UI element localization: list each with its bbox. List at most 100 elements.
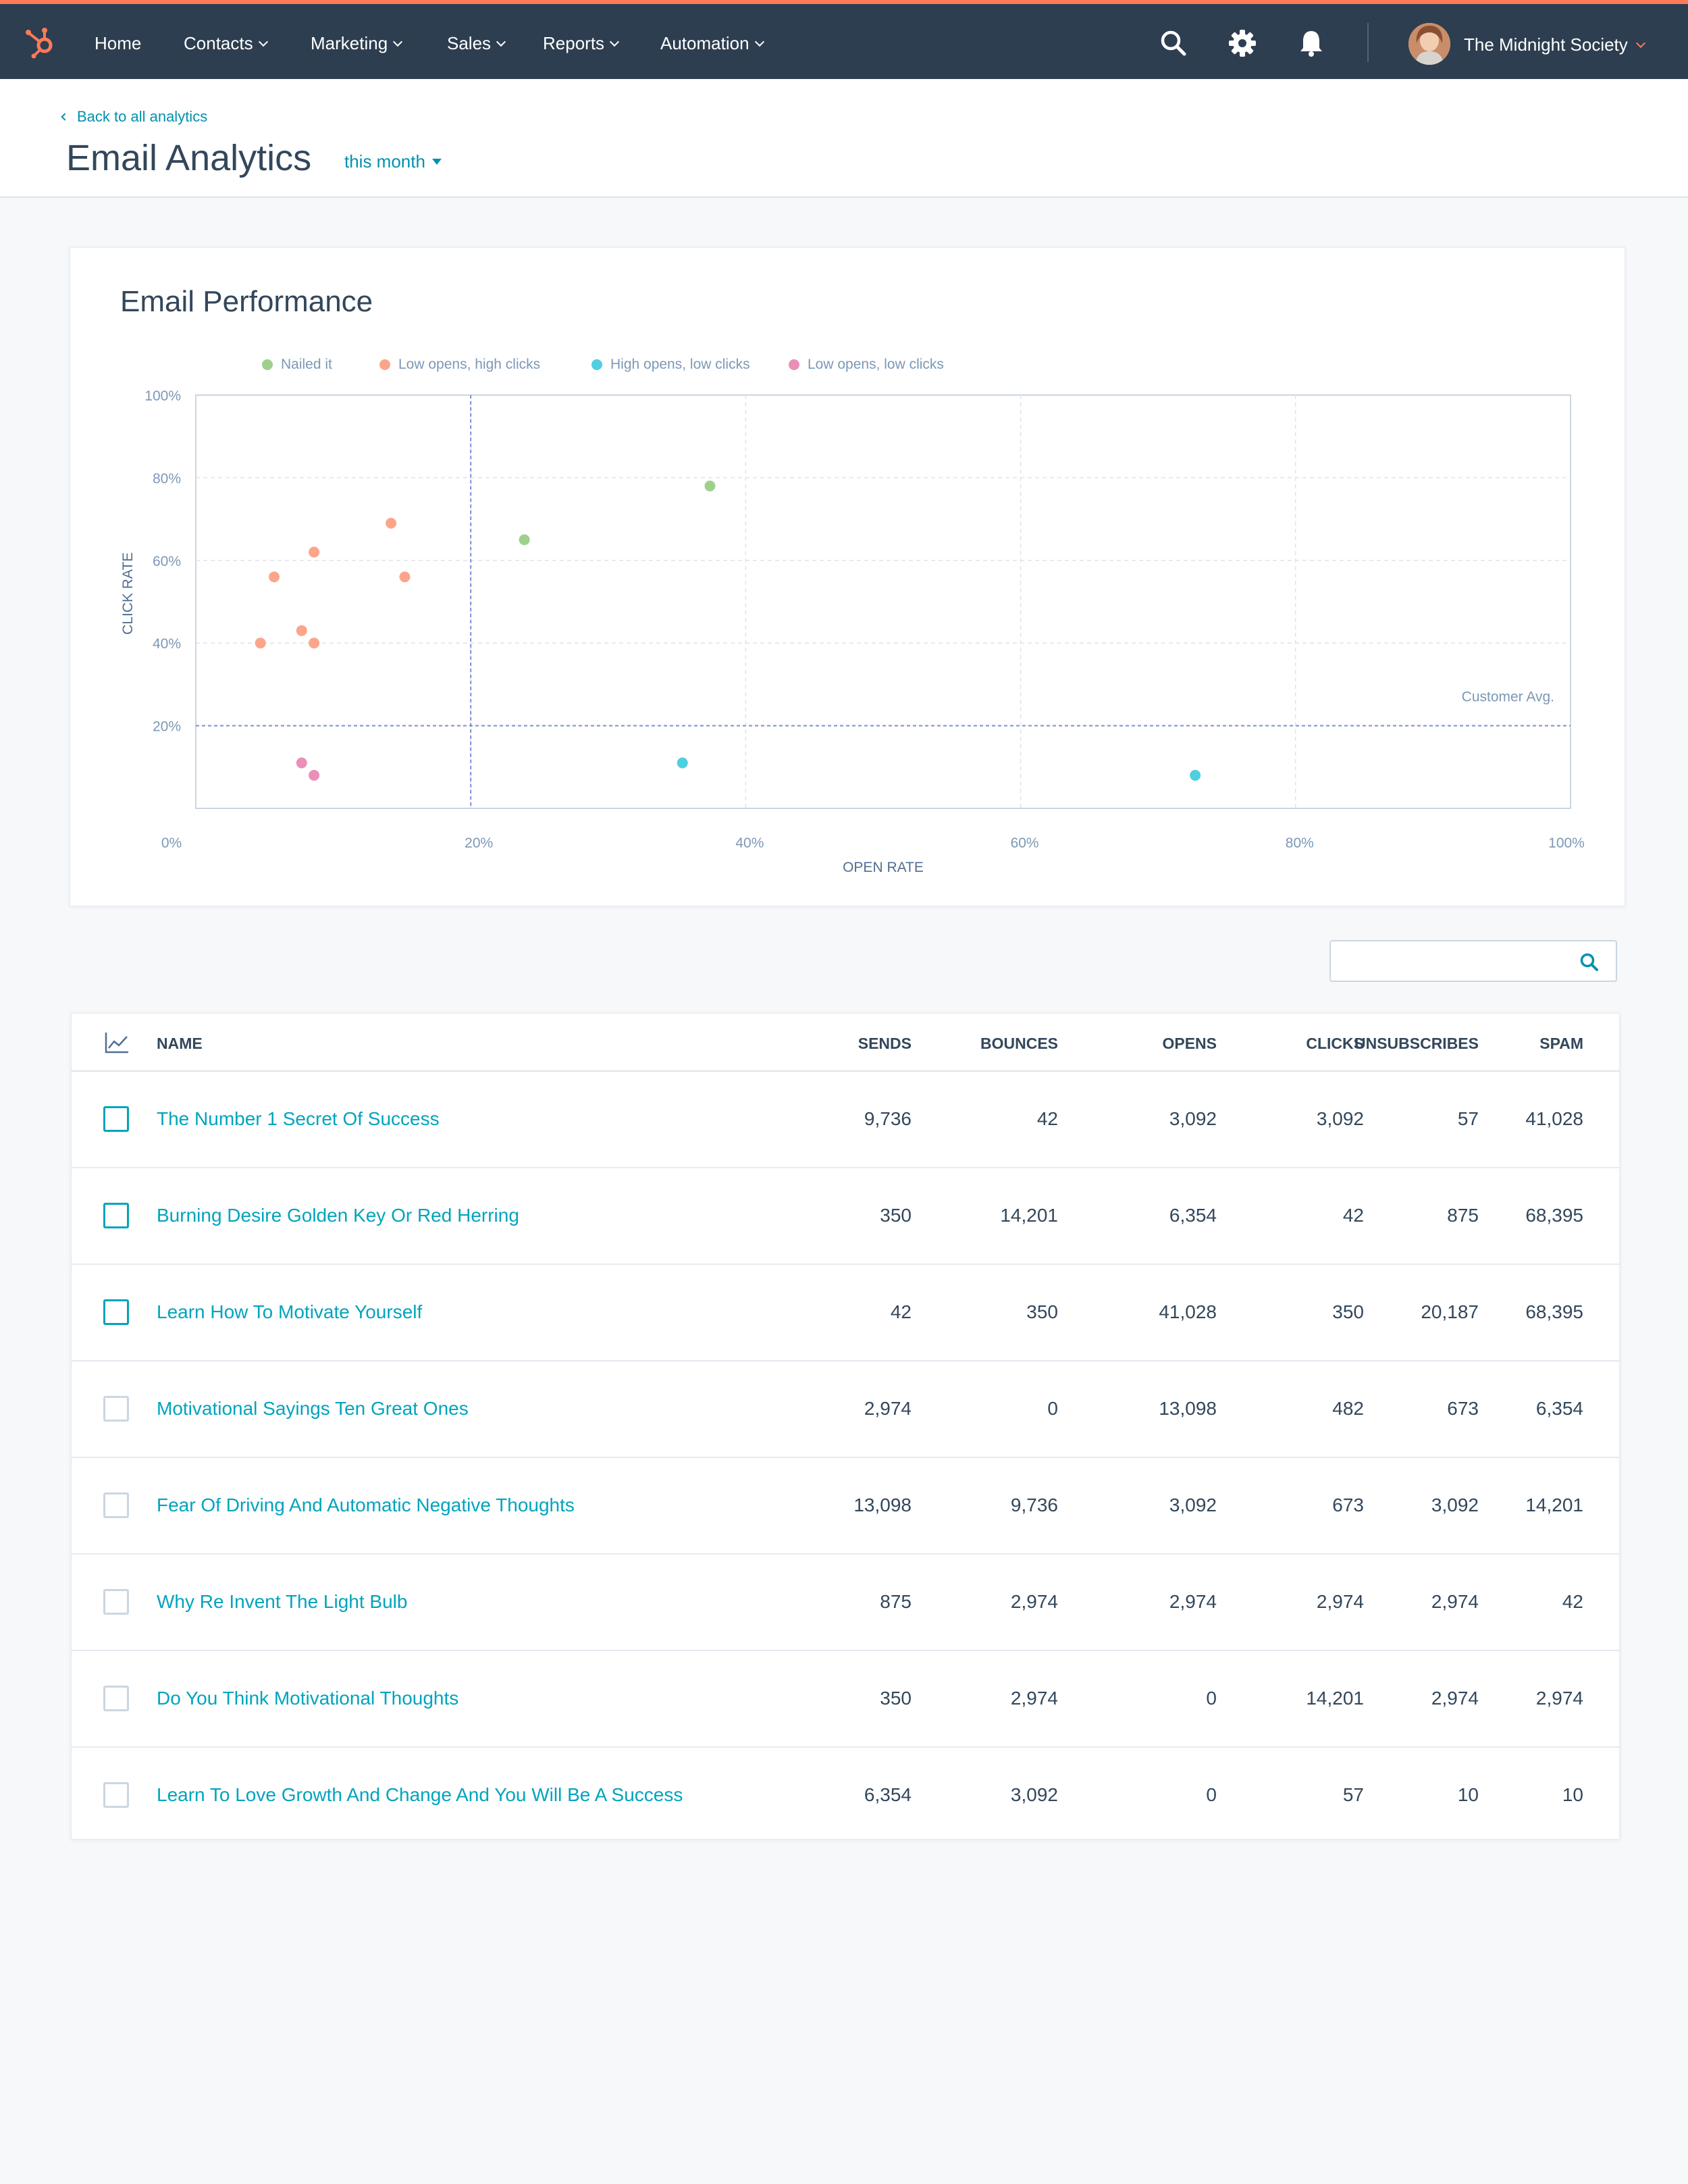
- legend-item-nailed[interactable]: Nailed it: [262, 355, 332, 375]
- cell-sends: 9,736: [864, 1108, 912, 1129]
- scatter-chart: Customer Avg. 20% 40% 60% 80% 100% 0% 20% 40% 60%…: [120, 388, 1585, 875]
- back-link[interactable]: Back to all analytics: [61, 106, 207, 128]
- chevron-down-icon: [393, 36, 403, 47]
- legend-item-low-open-low-click[interactable]: Low opens, low clicks: [789, 355, 944, 375]
- bell-icon[interactable]: [1295, 27, 1327, 59]
- nav-reports[interactable]: Reports: [543, 30, 620, 57]
- y-tick-label: 100%: [144, 388, 181, 404]
- nav-contacts[interactable]: Contacts: [184, 30, 268, 57]
- y-tick-label: 40%: [153, 636, 181, 652]
- nav-home[interactable]: Home: [95, 30, 141, 57]
- nav-automation[interactable]: Automation: [660, 30, 764, 57]
- legend-label: Low opens, low clicks: [808, 357, 944, 372]
- col-clicks[interactable]: CLICKS: [1306, 1035, 1364, 1052]
- x-tick-label: 40%: [735, 835, 764, 851]
- legend-label: Nailed it: [281, 357, 332, 372]
- cell-bounces: 3,092: [1010, 1784, 1058, 1805]
- row-checkbox[interactable]: [103, 1396, 129, 1422]
- chevron-down-icon: [258, 36, 268, 47]
- cell-clicks: 42: [1342, 1205, 1364, 1226]
- table-row: Fear Of Driving And Automatic Negative T…: [72, 1458, 1620, 1555]
- legend-label: High opens, low clicks: [610, 357, 750, 372]
- account-menu[interactable]: The Midnight Society: [1464, 31, 1645, 58]
- data-point: [386, 517, 397, 529]
- customer-average-label: Customer Avg.: [1462, 690, 1554, 705]
- data-point: [677, 757, 688, 769]
- table-row: The Number 1 Secret Of Success 9,736 42 3,0…: [72, 1072, 1620, 1168]
- row-checkbox[interactable]: [103, 1203, 129, 1228]
- email-name-link[interactable]: Do You Think Motivational Thoughts: [157, 1688, 459, 1709]
- row-checkbox[interactable]: [103, 1299, 129, 1325]
- row-checkbox[interactable]: [103, 1686, 129, 1711]
- row-checkbox[interactable]: [103, 1589, 129, 1615]
- cell-clicks: 673: [1332, 1494, 1364, 1515]
- chevron-down-icon: [496, 36, 506, 47]
- cell-bounces: 9,736: [1010, 1494, 1058, 1515]
- cell-bounces: 350: [1026, 1301, 1058, 1322]
- cell-sends: 875: [880, 1591, 912, 1612]
- email-name-link[interactable]: Why Re Invent The Light Bulb: [157, 1591, 408, 1612]
- nav-automation-label: Automation: [660, 33, 749, 53]
- x-axis-label: OPEN RATE: [843, 860, 924, 875]
- legend-dot: [262, 359, 273, 370]
- row-checkbox[interactable]: [103, 1782, 129, 1808]
- nav-home-label: Home: [95, 33, 142, 53]
- email-name-link[interactable]: The Number 1 Secret Of Success: [157, 1108, 440, 1129]
- data-point: [309, 546, 320, 558]
- data-point: [269, 571, 280, 583]
- cell-bounces: 14,201: [1000, 1205, 1058, 1226]
- search-icon[interactable]: [1578, 951, 1601, 974]
- cell-opens: 0: [1206, 1784, 1217, 1805]
- col-spam[interactable]: SPAM: [1539, 1035, 1583, 1052]
- y-axis-label: CLICK RATE: [120, 552, 136, 635]
- data-point: [519, 534, 530, 546]
- cell-spam: 68,395: [1525, 1301, 1583, 1322]
- data-point: [1190, 770, 1201, 781]
- col-unsubscribes[interactable]: UNSUBSCRIBES: [1354, 1035, 1479, 1052]
- email-name-link[interactable]: Learn How To Motivate Yourself: [157, 1301, 423, 1322]
- cell-spam: 41,028: [1525, 1108, 1583, 1129]
- row-checkbox[interactable]: [103, 1492, 129, 1518]
- nav-sales-label: Sales: [447, 33, 492, 53]
- account-name: The Midnight Society: [1464, 34, 1628, 55]
- hubspot-sprocket-icon[interactable]: [23, 24, 58, 59]
- data-point: [309, 638, 320, 649]
- data-point: [255, 638, 266, 649]
- col-sends[interactable]: SENDS: [858, 1035, 912, 1052]
- cell-opens: 3,092: [1169, 1108, 1217, 1129]
- cell-sends: 42: [890, 1301, 912, 1322]
- search-input[interactable]: [1342, 948, 1564, 975]
- email-name-link[interactable]: Motivational Sayings Ten Great Ones: [157, 1398, 469, 1419]
- col-opens[interactable]: OPENS: [1162, 1035, 1217, 1052]
- cell-unsubscribes: 3,092: [1431, 1494, 1479, 1515]
- cell-clicks: 482: [1332, 1398, 1364, 1419]
- legend-item-high-open-low-click[interactable]: High opens, low clicks: [591, 355, 750, 375]
- email-name-link[interactable]: Fear Of Driving And Automatic Negative T…: [157, 1494, 575, 1515]
- col-bounces[interactable]: BOUNCES: [980, 1035, 1058, 1052]
- chevron-down-icon: [1635, 38, 1645, 49]
- cell-unsubscribes: 2,974: [1431, 1591, 1479, 1612]
- cell-sends: 350: [880, 1688, 912, 1709]
- cell-sends: 13,098: [853, 1494, 912, 1515]
- date-range-dropdown[interactable]: this month: [344, 149, 442, 174]
- x-tick-label: 80%: [1286, 835, 1314, 851]
- col-name[interactable]: NAME: [157, 1035, 203, 1052]
- nav-marketing[interactable]: Marketing: [311, 30, 403, 57]
- cell-clicks: 14,201: [1306, 1688, 1364, 1709]
- nav-marketing-label: Marketing: [311, 33, 388, 53]
- cell-spam: 68,395: [1525, 1205, 1583, 1226]
- table-row: Learn To Love Growth And Change And You …: [72, 1748, 1620, 1844]
- legend-item-low-open-high-click[interactable]: Low opens, high clicks: [379, 355, 540, 375]
- row-checkbox[interactable]: [103, 1106, 129, 1132]
- table-row: Burning Desire Golden Key Or Red Herring…: [72, 1168, 1620, 1265]
- line-chart-icon[interactable]: [104, 1031, 130, 1054]
- avatar[interactable]: [1408, 23, 1450, 65]
- nav-sales[interactable]: Sales: [447, 30, 506, 57]
- email-name-link[interactable]: Burning Desire Golden Key Or Red Herring: [157, 1205, 519, 1226]
- chart-title: Email Performance: [120, 285, 373, 318]
- caret-down-icon: [431, 159, 442, 165]
- gear-icon[interactable]: [1226, 27, 1259, 59]
- search-icon[interactable]: [1157, 27, 1190, 59]
- email-name-link[interactable]: Learn To Love Growth And Change And You …: [157, 1784, 683, 1805]
- cell-opens: 2,974: [1169, 1591, 1217, 1612]
